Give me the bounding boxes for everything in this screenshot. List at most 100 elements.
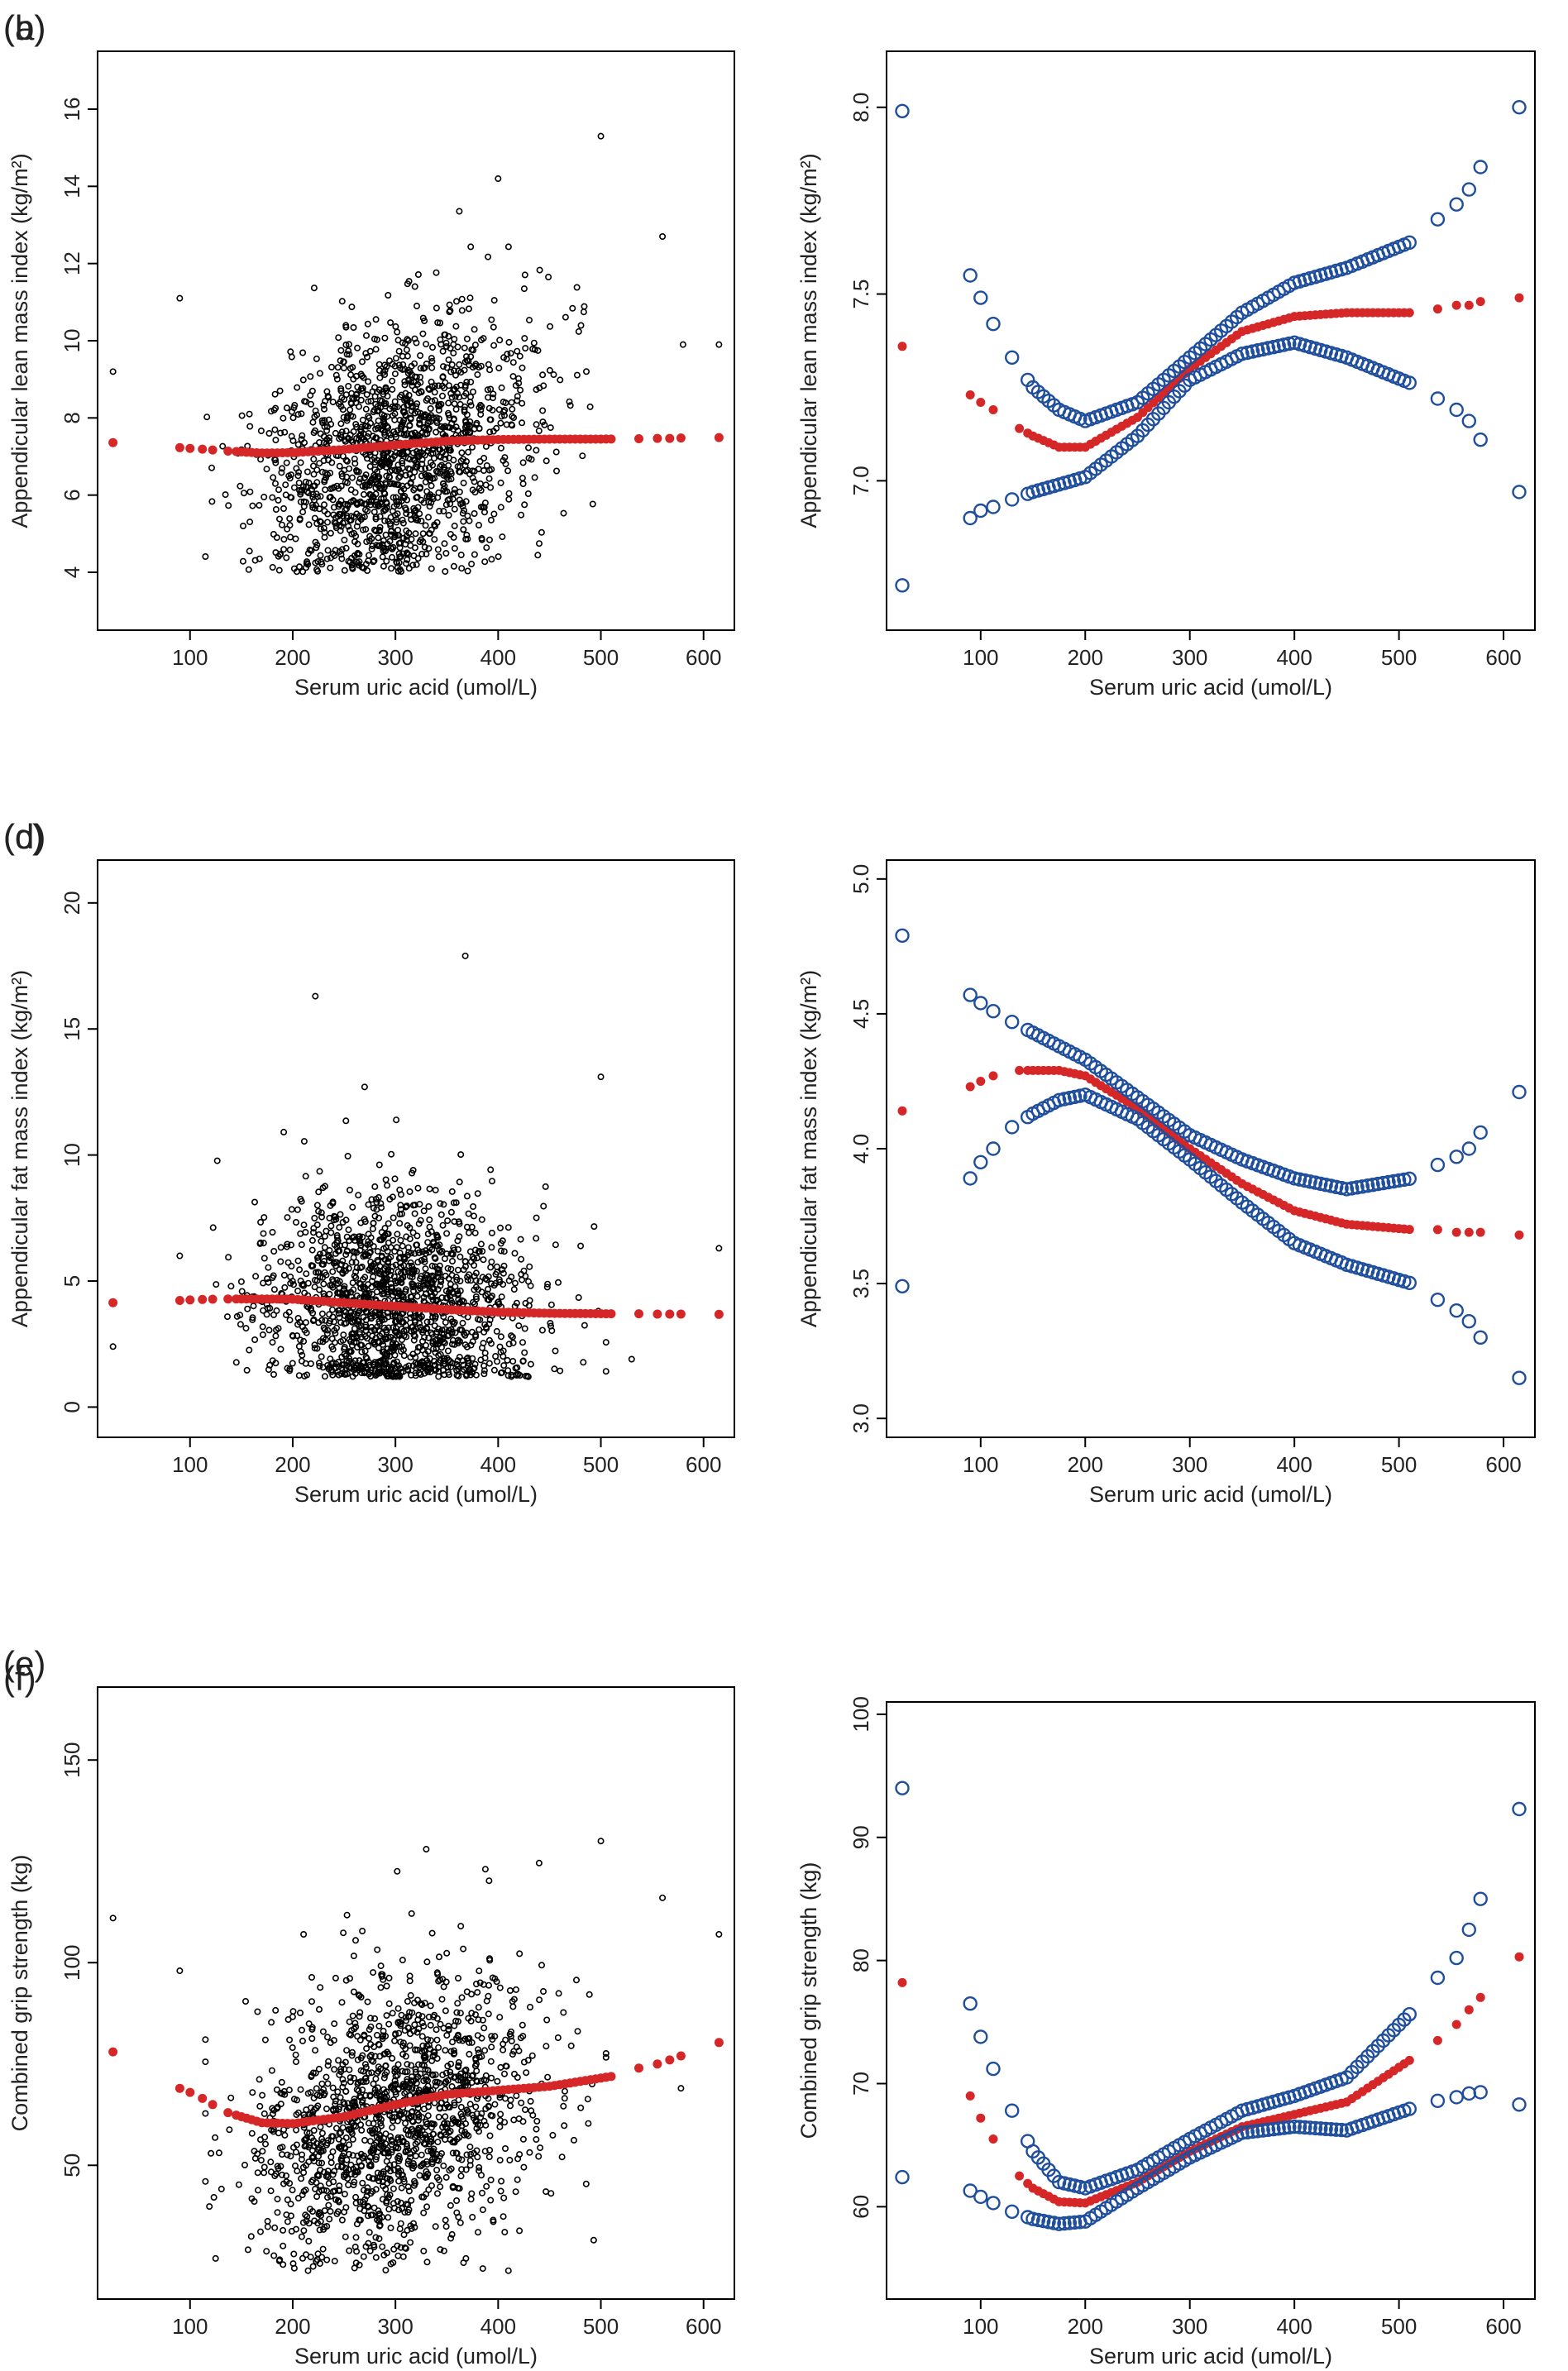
estimate-point [1015, 1065, 1025, 1075]
scatter-point [296, 1266, 304, 1274]
scatter-point [278, 2151, 285, 2158]
y-tick-label: 150 [60, 1742, 84, 1778]
scatter-point [552, 467, 560, 475]
scatter-point [437, 2183, 444, 2191]
scatter-point [349, 1203, 356, 1211]
scatter-point [311, 1276, 318, 1283]
scatter-point [380, 537, 387, 544]
scatter-point [468, 1991, 476, 1998]
scatter-point [411, 1210, 418, 1217]
scatter-point [533, 421, 540, 428]
scatter-point [411, 335, 418, 342]
scatter-point [558, 2153, 566, 2161]
estimate-curve [897, 1065, 1524, 1240]
scatter-point [537, 2144, 544, 2152]
scatter-point [388, 565, 395, 572]
scatter-point [437, 461, 445, 469]
scatter-point [538, 1962, 545, 1969]
scatter-point [356, 1264, 364, 1272]
scatter-point [275, 496, 282, 504]
scatter-point [319, 1274, 327, 1281]
scatter-point [451, 1218, 458, 1226]
scatter-point [405, 278, 413, 285]
scatter-point [302, 1319, 309, 1327]
scatter-point [240, 490, 247, 497]
scatter-point [330, 1260, 337, 1267]
y-axis-label: Appendicular fat mass index (kg/m²) [7, 970, 32, 1327]
scatter-point [256, 2102, 264, 2110]
scatter-point [446, 301, 453, 308]
scatter-point [260, 1307, 267, 1314]
x-tick-label: 600 [1485, 1452, 1521, 1477]
scatter-point [501, 2229, 509, 2236]
scatter-point [447, 345, 454, 352]
scatter-point [261, 2163, 268, 2171]
scatter-point [409, 562, 417, 569]
scatter-point [324, 1327, 332, 1334]
scatter-point [493, 1327, 500, 1335]
scatter-point [381, 1335, 389, 1342]
scatter-point [390, 1214, 397, 1221]
scatter-point [247, 2233, 255, 2240]
scatter-point [242, 1325, 250, 1332]
scatter-point [250, 1303, 257, 1310]
scatter-point [584, 2096, 591, 2103]
scatter-point [500, 2046, 507, 2053]
scatter-point [319, 419, 327, 427]
scatter-point [254, 2187, 261, 2194]
scatter-point [362, 350, 370, 357]
scatter-point [319, 2028, 327, 2035]
scatter-point [539, 371, 547, 379]
scatter-point [481, 558, 489, 566]
scatter-point [448, 361, 456, 368]
scatter-point [547, 323, 554, 330]
scatter-point [455, 1218, 462, 1226]
x-tick-label: 600 [686, 2314, 721, 2339]
scatter-point [388, 1150, 395, 1158]
scatter-point [268, 2067, 275, 2074]
fit-point [634, 1309, 643, 1319]
scatter-point [342, 341, 350, 348]
scatter-point [339, 406, 347, 413]
scatter-point [363, 1308, 370, 1316]
scatter-point [428, 565, 435, 572]
scatter-point [456, 361, 463, 368]
scatter-point [427, 2021, 434, 2029]
scatter-point [428, 1262, 436, 1269]
scatter-point [288, 1263, 295, 1270]
scatter-point [366, 2247, 374, 2254]
scatter-point [391, 2037, 399, 2044]
scatter-point [391, 466, 399, 474]
scatter-point [519, 419, 526, 427]
scatter-point [428, 364, 436, 371]
scatter-point [366, 462, 374, 470]
scatter-point [442, 2047, 449, 2054]
scatter-points [109, 132, 723, 576]
scatter-point [567, 2042, 575, 2049]
scatter-point [441, 540, 448, 547]
scatter-point [524, 444, 532, 452]
scatter-point [438, 382, 446, 390]
scatter-point [379, 461, 386, 469]
scatter-point [480, 335, 487, 342]
scatter-point [399, 464, 406, 471]
scatter-point [367, 1366, 375, 1374]
scatter-point [353, 558, 361, 566]
scatter-point [527, 2097, 534, 2105]
scatter-point [425, 1202, 433, 1210]
scatter-point [403, 432, 410, 439]
scatter-point [470, 1212, 477, 1220]
scatter-point [432, 1187, 439, 1194]
scatter-point [423, 1318, 431, 1326]
scatter-point [448, 1341, 456, 1348]
scatter-point [552, 1241, 559, 1249]
scatter-point [482, 442, 490, 450]
scatter-point [251, 1198, 258, 1206]
scatter-point [418, 2033, 426, 2040]
scatter-point [511, 1279, 519, 1287]
scatter-point [505, 1341, 513, 1348]
fit-point [174, 1296, 184, 1305]
scatter-point [513, 2092, 520, 2100]
scatter-point [498, 2177, 505, 2185]
scatter-point [354, 540, 361, 547]
